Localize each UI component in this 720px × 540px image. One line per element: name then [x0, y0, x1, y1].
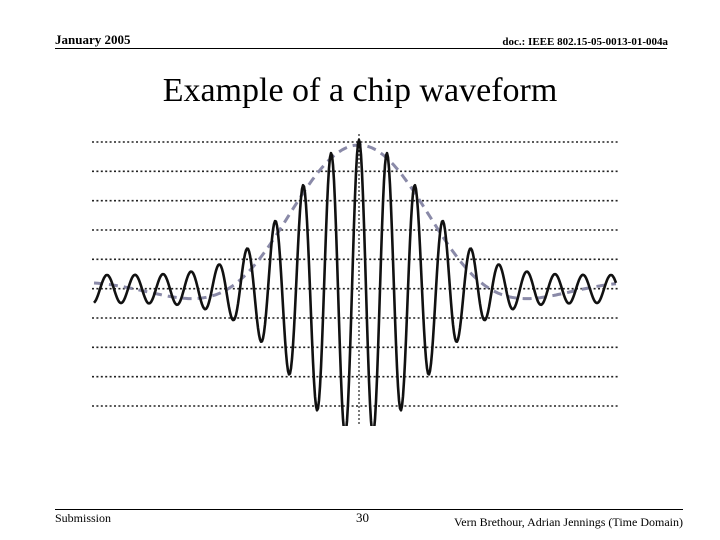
footer-authors: Vern Brethour, Adrian Jennings (Time Dom…: [453, 515, 683, 529]
slide-title: Example of a chip waveform: [162, 72, 558, 109]
footer-submission: Submission: [55, 511, 112, 525]
header-doc-id: doc.: IEEE 802.15-05-0013-01-004a: [502, 36, 668, 48]
footer-rule: [55, 509, 683, 510]
chip-waveform-figure: [92, 134, 618, 426]
header-date: January 2005: [55, 32, 131, 47]
chip-waveform-curve: [93, 138, 618, 426]
header-rule: [55, 48, 667, 49]
footer-page-number: 30: [356, 510, 369, 525]
envelope-dashed-curve: [93, 143, 617, 301]
